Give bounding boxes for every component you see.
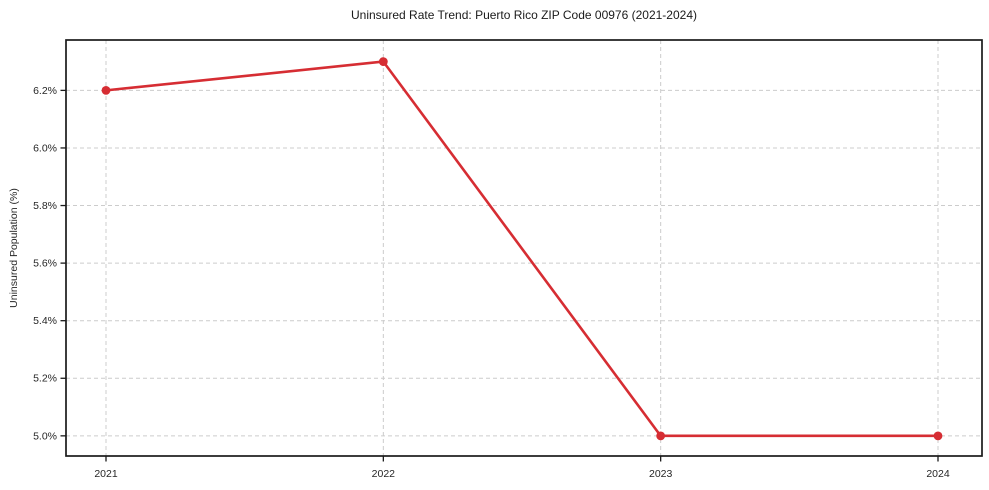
y-tick-label: 5.6% <box>33 258 57 270</box>
trend-line <box>104 60 940 438</box>
y-tick-label: 5.2% <box>33 373 57 385</box>
x-tick-label: 2021 <box>94 468 118 480</box>
y-tick-label: 5.4% <box>33 315 57 327</box>
data-point-marker <box>101 85 111 95</box>
y-tick-label: 5.8% <box>33 200 57 212</box>
plot-border <box>65 39 983 457</box>
y-tick-label: 6.0% <box>33 142 57 154</box>
data-point-marker <box>933 431 943 441</box>
y-tick-label: 6.2% <box>33 85 57 97</box>
x-tick-label: 2023 <box>649 468 673 480</box>
x-tick-label: 2022 <box>372 468 396 480</box>
y-tick-label: 5.0% <box>33 430 57 442</box>
data-point-marker <box>378 57 388 66</box>
data-point-marker <box>656 431 666 441</box>
chart-title: Uninsured Rate Trend: Puerto Rico ZIP Co… <box>351 8 697 22</box>
x-tick-label: 2024 <box>926 468 950 480</box>
